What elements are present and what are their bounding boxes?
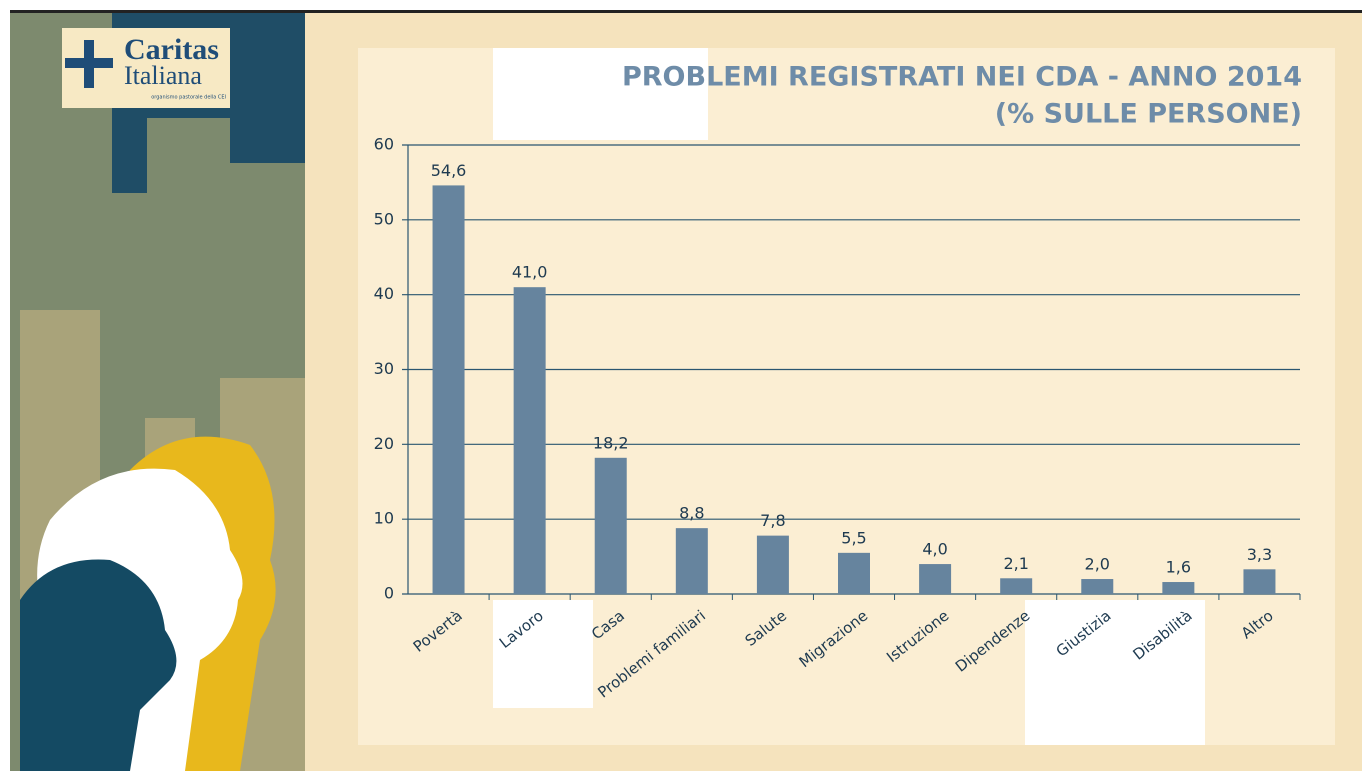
panel-patch [493,48,708,140]
value-label: 2,1 [1003,554,1028,573]
y-tick-label: 10 [374,509,394,528]
bar [594,457,627,594]
bar [513,287,546,594]
y-tick-label: 20 [374,434,394,453]
logo-name2: Italiana [124,61,202,90]
silhouette [20,559,177,771]
value-label: 54,6 [431,161,467,180]
building [230,118,305,163]
bar [1243,569,1276,594]
y-tick-label: 30 [374,359,394,378]
bar [432,185,465,594]
value-label: 18,2 [593,433,629,452]
bar [838,552,870,594]
value-label: 2,0 [1085,555,1110,574]
illustration: Caritas Italiana organismo pastorale del… [10,13,305,771]
value-label: 7,8 [760,511,785,530]
panel-patch [1025,600,1205,745]
logo-cross [65,40,113,88]
value-label: 41,0 [512,263,548,282]
bar [675,528,708,594]
bar [1162,582,1195,594]
chart-subtitle: (% SULLE PERSONE) [995,99,1302,130]
y-tick-label: 50 [374,209,394,228]
value-label: 8,8 [679,504,704,523]
panel-patch [493,600,593,708]
value-label: 1,6 [1166,558,1191,577]
bar [919,564,952,594]
chart-title: PROBLEMI REGISTRATI NEI CDA - ANNO 2014 [622,62,1302,93]
y-tick-label: 40 [374,284,394,303]
logo-name: Caritas [124,33,219,66]
y-tick-label: 60 [374,135,394,154]
logo-tagline: organismo pastorale della CEI [151,95,226,101]
bar [1000,578,1033,594]
top-border [10,10,1362,13]
bar [1081,579,1114,594]
y-tick-label: 0 [384,584,394,603]
value-label: 4,0 [922,540,947,559]
value-label: 5,5 [841,528,866,547]
bar [756,535,789,594]
value-label: 3,3 [1247,545,1272,564]
